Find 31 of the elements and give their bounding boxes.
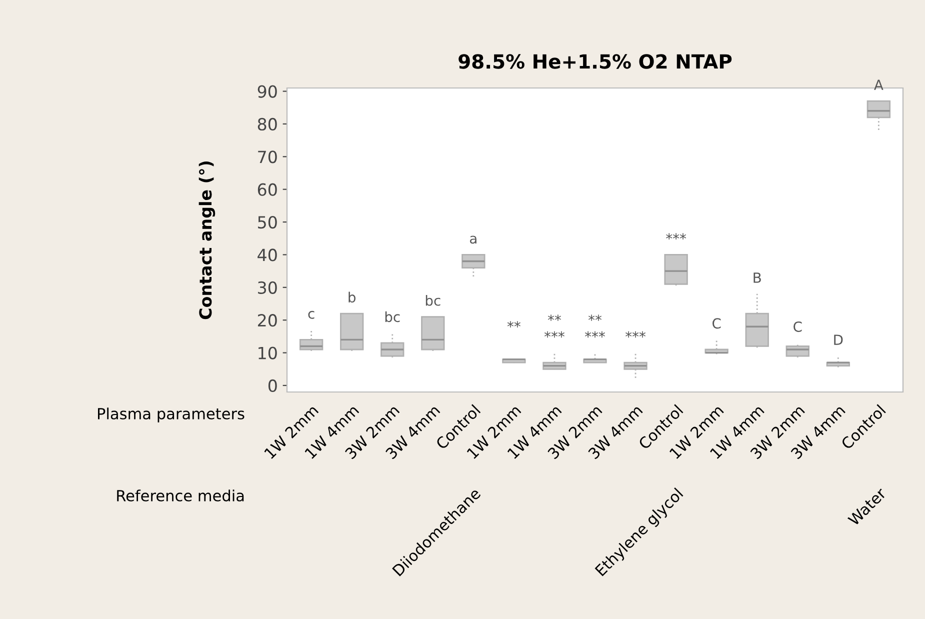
annotation: c: [308, 310, 314, 319]
annotation: **: [588, 314, 602, 321]
annotation: b: [348, 292, 356, 303]
y-tick-label: 50: [258, 216, 277, 229]
annotation: a: [470, 236, 476, 244]
annotation: **: [507, 321, 520, 328]
annotation: D: [834, 334, 843, 345]
annotation: C: [712, 318, 721, 329]
annotation: A: [874, 80, 884, 90]
annotation: ***: [544, 331, 564, 338]
text: Reference media: [117, 490, 244, 502]
annotation: **: [548, 314, 562, 321]
annotation: bc: [426, 295, 440, 306]
annotation: ***: [666, 233, 686, 240]
y-tick-label: 90: [258, 85, 277, 98]
y-tick-label: 30: [258, 281, 277, 294]
y-tick-label: 40: [258, 248, 277, 262]
y-tick-label: 0: [268, 379, 277, 392]
annotation: ***: [585, 331, 605, 338]
y-tick-label: 10: [258, 346, 277, 360]
y-tick-label: 20: [258, 314, 277, 327]
y-tick-label: 80: [258, 118, 277, 131]
annotation: B: [754, 272, 761, 283]
annotation: ***: [626, 331, 646, 338]
text: Plasma parameters: [98, 408, 244, 422]
annotation: C: [794, 321, 802, 332]
chart-title: 98.5% He+1.5% O2 NTAP: [458, 54, 732, 69]
annotation: bc: [385, 311, 400, 322]
y-axis-title: Contact angle (°): [198, 162, 216, 320]
y-tick-label: 60: [258, 183, 277, 196]
y-tick-label: 70: [258, 150, 277, 164]
